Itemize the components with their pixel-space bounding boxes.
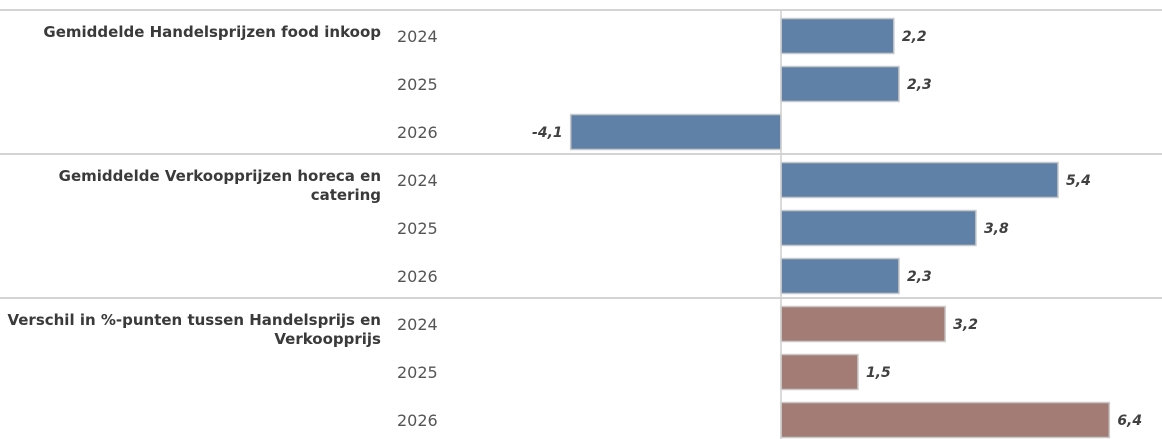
group-label: Gemiddelde Handelsprijzen food inkoop (43, 23, 381, 41)
bar (780, 209, 977, 247)
year-tick-label: 2024 (397, 171, 438, 190)
value-label: 2,3 (907, 269, 932, 285)
group-label: Verschil in %-punten tussen Handelsprijs… (7, 311, 381, 329)
value-label: 1,5 (866, 365, 891, 381)
value-label: -4,1 (532, 125, 563, 141)
value-label: 2,2 (902, 29, 927, 45)
year-tick-label: 2024 (397, 27, 438, 46)
bar (780, 353, 859, 391)
bar (780, 401, 1111, 439)
bar (780, 17, 895, 55)
year-tick-label: 2024 (397, 315, 438, 334)
bar (780, 305, 946, 343)
value-label: 3,8 (984, 221, 1009, 237)
bar (780, 65, 900, 103)
value-label: 2,3 (907, 77, 932, 93)
bar (780, 257, 900, 295)
group-label: catering (311, 186, 381, 204)
year-tick-label: 2026 (397, 267, 438, 286)
year-tick-label: 2026 (397, 411, 438, 430)
bar (569, 113, 782, 151)
value-label: 5,4 (1066, 173, 1091, 189)
bar (780, 161, 1059, 199)
value-label: 6,4 (1117, 413, 1142, 429)
year-tick-label: 2025 (397, 75, 438, 94)
year-tick-label: 2025 (397, 219, 438, 238)
group-label: Verkoopprijs (274, 330, 381, 348)
value-label: 3,2 (953, 317, 978, 333)
year-tick-label: 2025 (397, 363, 438, 382)
group-label: Gemiddelde Verkoopprijzen horeca en (59, 167, 381, 185)
year-tick-label: 2026 (397, 123, 438, 142)
